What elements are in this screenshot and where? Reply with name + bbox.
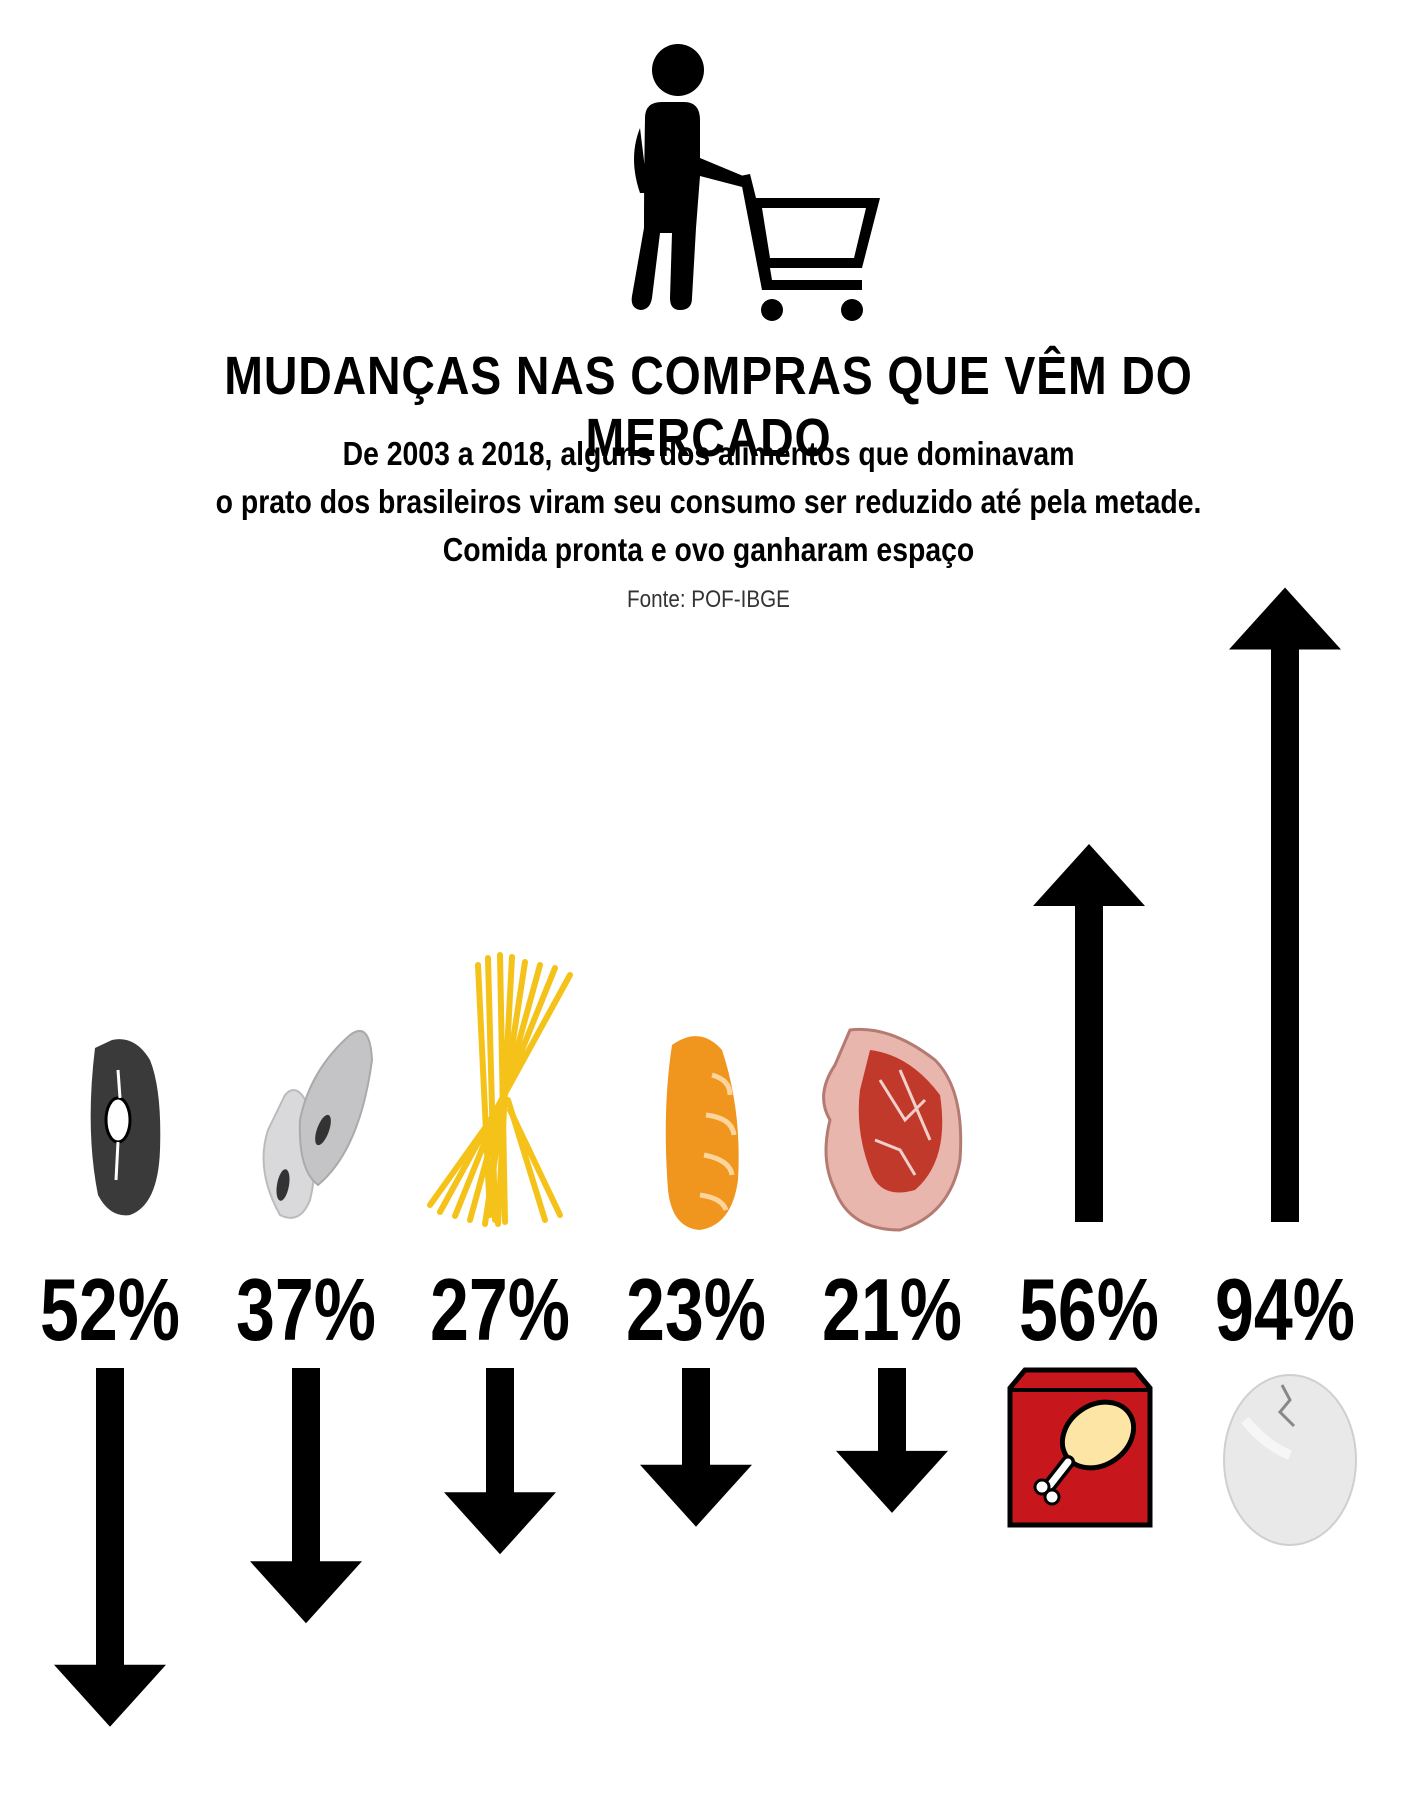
subtitle-line-3: Comida pronta e ovo ganharam espaço <box>442 531 975 568</box>
black-bean-icon <box>90 1039 161 1216</box>
egg-icon <box>1223 1374 1357 1546</box>
increase-arrow-7 <box>1229 587 1341 1222</box>
subtitle-line-1: De 2003 a 2018, alguns dos alimentos que… <box>342 435 1075 472</box>
page-title: MUDANÇAS NAS COMPRAS QUE VÊM DO MERCADO <box>224 346 1193 468</box>
increase-arrow-6 <box>1033 844 1145 1222</box>
percent-label-4: 23% <box>626 1260 766 1359</box>
percent-label-5: 21% <box>822 1260 962 1359</box>
percent-label-7: 94% <box>1215 1260 1355 1359</box>
source-note: Fonte: POF-IBGE <box>627 586 790 613</box>
percent-label-2: 37% <box>236 1260 376 1359</box>
ready-meal-box-icon <box>1007 1367 1153 1528</box>
decrease-arrow-4 <box>640 1368 752 1527</box>
bread-icon <box>665 1036 739 1230</box>
shopper-with-cart-icon <box>631 44 880 321</box>
percent-label-3: 27% <box>430 1260 570 1359</box>
decrease-arrow-3 <box>444 1368 556 1555</box>
decrease-arrow-2 <box>250 1368 362 1624</box>
subtitle-line-2: o prato dos brasileiros viram seu consum… <box>215 483 1202 520</box>
percent-label-6: 56% <box>1019 1260 1159 1359</box>
decrease-arrow-5 <box>836 1368 948 1513</box>
percent-label-1: 52% <box>40 1260 180 1359</box>
decrease-arrow-1 <box>54 1368 166 1727</box>
spaghetti-icon <box>427 952 573 1227</box>
steak-icon <box>822 1027 963 1232</box>
rice-icon <box>262 1029 374 1219</box>
subtitle: De 2003 a 2018, alguns dos alimentos que… <box>99 430 1318 574</box>
